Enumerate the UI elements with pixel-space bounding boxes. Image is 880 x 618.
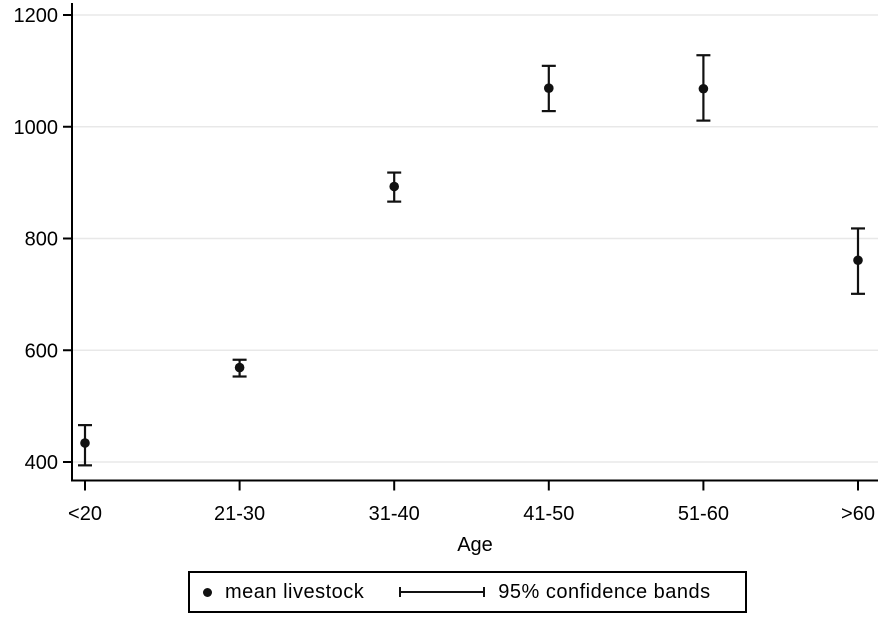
mean-dot-21-30 (234, 362, 245, 373)
x-tick-label-1: 21-30 (214, 503, 265, 525)
x-tick-label-0: <20 (68, 503, 102, 525)
mean-dot-41-50 (544, 83, 554, 93)
mean-dot-<20 (80, 438, 90, 448)
chart-legend: mean livestock 95% confidence bands (188, 571, 747, 613)
mean-dot-31-40 (389, 181, 400, 192)
x-tick-label-4: 51-60 (678, 503, 729, 525)
legend-label-confidence-bands: 95% confidence bands (498, 580, 711, 603)
mean-dot-51-60 (698, 83, 709, 94)
mean-dot->60 (853, 255, 863, 266)
x-axis-title: Age (457, 534, 493, 556)
x-tick-label-2: 31-40 (369, 503, 420, 525)
y-tick-label-800: 800 (25, 229, 58, 251)
axes: 400 600 800 1000 1200 <20 21-30 31-40 41-50 51-60… (14, 3, 878, 525)
data-points (78, 54, 865, 467)
y-tick-label-1000: 1000 (14, 117, 59, 139)
legend-label-mean-livestock: mean livestock (225, 580, 365, 603)
mean-livestock-dot-icon (203, 587, 212, 597)
y-tick-label-400: 400 (25, 452, 58, 474)
x-tick-label-3: 41-50 (523, 503, 574, 525)
gridlines (73, 14, 878, 463)
x-tick-label-5: >60 (841, 503, 875, 525)
y-tick-label-600: 600 (25, 340, 58, 362)
y-tick-label-1200: 1200 (14, 5, 59, 27)
confidence-band-whisker-icon (399, 587, 486, 597)
